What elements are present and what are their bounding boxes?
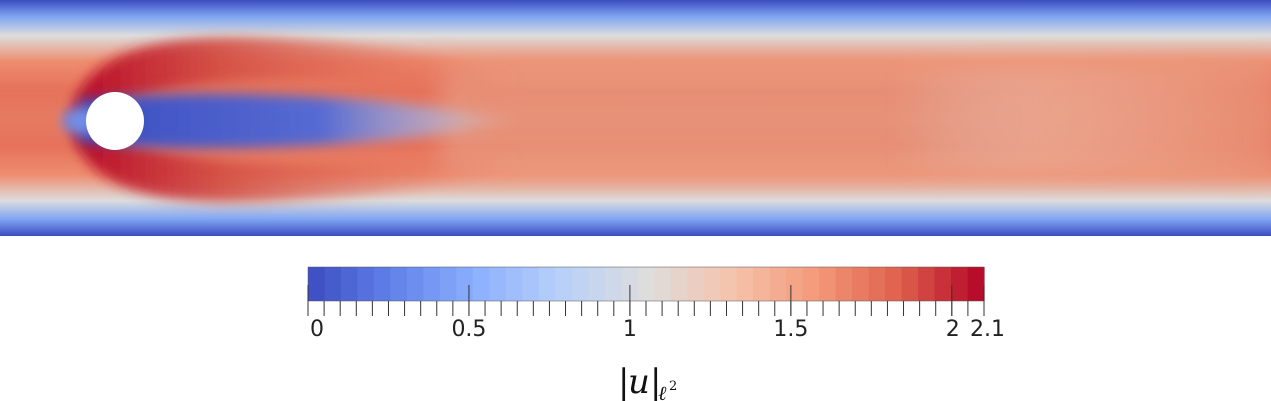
colorbar-swatch <box>357 267 375 301</box>
colorbar-swatch <box>720 267 738 301</box>
colorbar-swatch <box>423 267 441 301</box>
colorbar-swatch <box>637 267 655 301</box>
colorbar-swatch <box>373 267 392 301</box>
lower-shear-layer <box>70 122 520 203</box>
colorbar-swatch <box>439 267 457 301</box>
colorbar-minor-ticks <box>307 301 985 316</box>
upper-shear-layer <box>70 37 520 120</box>
legend-title-bar-left: | <box>618 362 629 401</box>
legend-title-bar-right: | <box>650 362 661 401</box>
colorbar-swatch <box>703 267 721 301</box>
legend-title-symbol: u <box>628 362 650 401</box>
colorbar-swatch <box>522 267 540 301</box>
colorbar-swatch <box>868 267 886 301</box>
colorbar-swatch <box>934 267 952 301</box>
colorbar-swatch <box>885 267 903 301</box>
cylinder-obstacle <box>86 92 144 150</box>
colorbar-tick-label: 0 <box>310 317 324 342</box>
colorbar-swatch <box>308 267 326 301</box>
legend-title-superscript: 2 <box>669 379 677 394</box>
colorbar-swatch <box>736 267 754 301</box>
colorbar-swatch <box>324 267 342 301</box>
colorbar-swatch <box>786 267 804 301</box>
colorbar-tick-labels: 0 0.5 1 1.5 2 2.1 <box>310 317 1005 342</box>
colorbar-swatch <box>967 267 985 301</box>
colorbar-swatch <box>835 267 853 301</box>
colorbar-swatch <box>472 267 490 301</box>
colorbar-tick-label: 1 <box>623 317 637 342</box>
colorbar-swatch <box>406 267 425 301</box>
colorbar-swatch <box>951 267 969 301</box>
colorbar-tick-label: 2.1 <box>970 317 1005 342</box>
colorbar-swatch <box>621 267 639 301</box>
colorbar-swatch <box>588 267 606 301</box>
legend-title-subscript: ℓ <box>658 381 667 401</box>
colorbar-swatch <box>769 267 787 301</box>
colorbar-swatch <box>654 267 672 301</box>
downstream-band <box>900 70 1271 170</box>
colorbar-swatch <box>390 267 408 301</box>
colorbar-swatch <box>505 267 523 301</box>
colorbar-title: | u | ℓ 2 <box>618 362 677 401</box>
velocity-magnitude-field <box>0 0 1271 236</box>
colorbar-swatch <box>456 267 474 301</box>
colorbar-swatch <box>670 267 688 301</box>
colorbar-swatch <box>753 267 771 301</box>
colorbar-swatch <box>852 267 870 301</box>
colorbar-swatch <box>802 267 820 301</box>
colorbar-swatch <box>340 267 359 301</box>
colorbar-swatch <box>571 267 589 301</box>
colorbar-swatch <box>555 267 573 301</box>
colorbar: 0 0.5 1 1.5 2 2.1 <box>307 266 1005 342</box>
colorbar-swatch <box>819 267 837 301</box>
colorbar-swatch <box>489 267 507 301</box>
colorbar-tick-label: 2 <box>946 317 960 342</box>
colorbar-swatch <box>918 267 936 301</box>
colorbar-swatch <box>687 267 705 301</box>
wake-region <box>80 94 520 148</box>
colorbar-tick-label: 0.5 <box>451 317 486 342</box>
colorbar-swatch <box>538 267 556 301</box>
colorbar-swatch <box>901 267 919 301</box>
colorbar-tick-label: 1.5 <box>773 317 808 342</box>
colorbar-swatch <box>604 267 622 301</box>
colorbar-swatches <box>308 267 985 301</box>
